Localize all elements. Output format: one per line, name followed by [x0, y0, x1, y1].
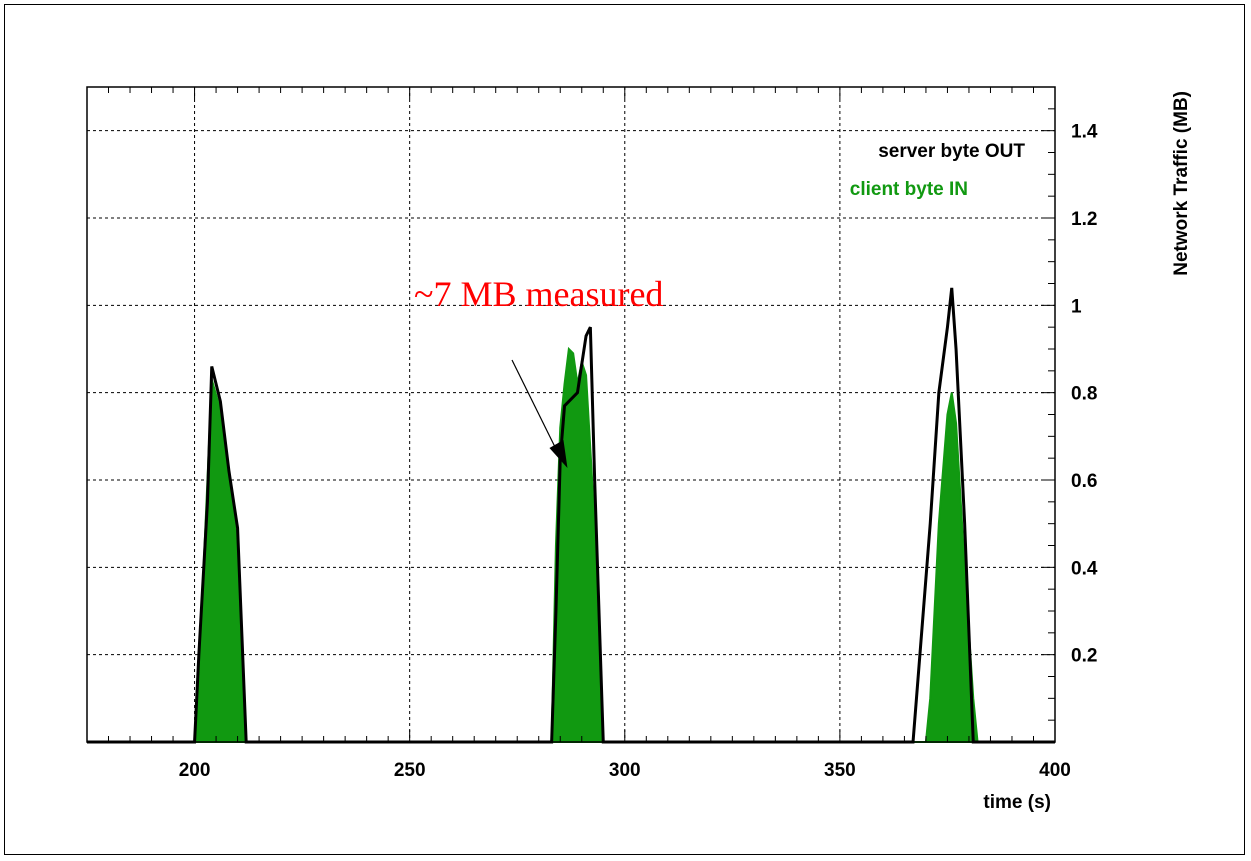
x-tick-label: 300: [609, 760, 641, 781]
series-server-byte-out-line: [87, 287, 1055, 744]
y-tick-label: 0.6: [1071, 471, 1097, 492]
y-tick-label: 0.4: [1071, 558, 1098, 579]
annotation-arrowhead: [549, 440, 568, 468]
y-tick-label: 0.2: [1071, 646, 1097, 667]
x-tick-label: 200: [179, 760, 211, 781]
x-tick-label: 350: [824, 760, 856, 781]
y-tick-label: 1.4: [1071, 122, 1098, 143]
series-client-byte-in-area: [87, 346, 1055, 743]
y-tick-label: 1: [1071, 296, 1082, 317]
x-tick-label: 400: [1039, 760, 1071, 781]
x-tick-labels: 200 250 300 350 400: [179, 760, 1071, 781]
y-tick-labels: 0.2 0.4 0.6 0.8 1 1.2 1.4: [1071, 122, 1098, 667]
legend-entry-server-byte-out: server byte OUT: [878, 141, 1025, 162]
y-axis-title: Network Traffic (MB): [1171, 91, 1192, 276]
axis-ticks: [86, 86, 1056, 743]
y-tick-label: 1.2: [1071, 209, 1097, 230]
annotation-arrow-line: [511, 359, 560, 457]
annotation-text: ~7 MB measured: [414, 274, 663, 314]
legend: server byte OUT client byte IN: [850, 141, 1026, 200]
legend-entry-client-byte-in: client byte IN: [850, 179, 968, 200]
x-axis-title: time (s): [983, 792, 1051, 813]
series-layer: [87, 287, 1055, 744]
x-tick-label: 250: [394, 760, 426, 781]
y-tick-label: 0.8: [1071, 384, 1097, 405]
annotation-layer: ~7 MB measured: [414, 274, 663, 468]
